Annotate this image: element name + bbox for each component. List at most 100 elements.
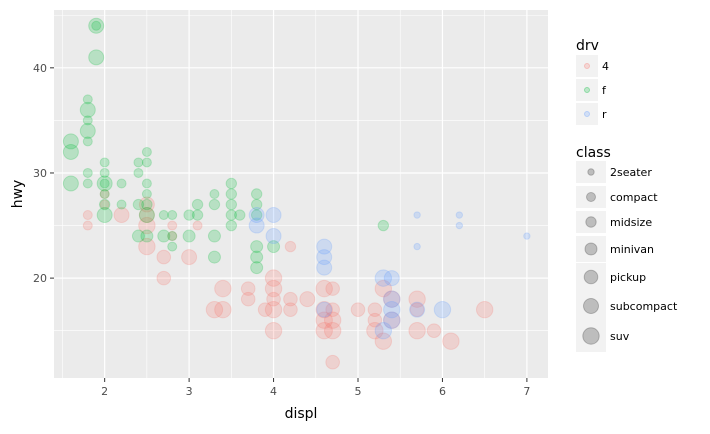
data-point xyxy=(131,229,145,243)
data-point xyxy=(96,175,113,192)
legend-label-class: compact xyxy=(610,191,658,204)
data-point xyxy=(96,207,113,224)
data-point xyxy=(299,291,316,308)
data-point xyxy=(315,300,333,319)
legend-key-bg xyxy=(576,291,606,321)
data-point xyxy=(374,269,393,287)
data-point xyxy=(315,311,333,329)
data-point xyxy=(374,332,393,350)
data-point xyxy=(88,17,105,34)
data-point xyxy=(383,290,401,308)
data-point xyxy=(323,311,342,329)
legend-label-drv: 4 xyxy=(602,60,609,73)
legend-key-bg xyxy=(576,211,606,233)
data-point xyxy=(183,209,195,221)
data-point xyxy=(264,300,283,319)
data-point xyxy=(250,209,263,221)
data-point xyxy=(141,198,153,211)
data-point xyxy=(316,238,333,255)
data-point xyxy=(167,241,178,252)
y-tick-label: 20 xyxy=(33,272,47,285)
data-point xyxy=(167,220,178,231)
data-point xyxy=(367,312,383,328)
legend-label-class: 2seater xyxy=(610,166,652,179)
legend-label-class: suv xyxy=(610,330,630,343)
data-point xyxy=(207,250,221,264)
data-point xyxy=(383,311,401,329)
data-point xyxy=(99,157,110,168)
data-point xyxy=(316,249,333,266)
data-point xyxy=(265,228,282,245)
legend-label-drv: r xyxy=(602,108,607,121)
data-point xyxy=(209,189,220,199)
data-point xyxy=(138,207,155,224)
data-point xyxy=(377,219,390,232)
data-point xyxy=(248,217,265,234)
data-point xyxy=(433,300,452,319)
legend-key-bg xyxy=(576,236,606,262)
data-point xyxy=(383,311,401,329)
data-point xyxy=(167,231,178,242)
legend-key-bg xyxy=(576,263,606,291)
data-point xyxy=(374,279,393,298)
legend-label-class: minivan xyxy=(610,243,654,256)
data-point xyxy=(250,261,264,275)
legend-title-drv: drv xyxy=(576,38,599,54)
x-tick-label: 2 xyxy=(101,385,108,398)
data-point xyxy=(98,198,111,211)
data-point xyxy=(62,175,79,192)
data-point xyxy=(82,115,93,126)
legend-key-bg xyxy=(576,103,598,125)
data-point xyxy=(325,354,340,370)
data-point xyxy=(283,291,298,307)
legend-key-drv-f xyxy=(584,87,590,93)
x-tick-label: 3 xyxy=(186,385,193,398)
data-point xyxy=(367,302,383,317)
data-point xyxy=(284,240,297,253)
data-point xyxy=(257,302,273,317)
data-point xyxy=(413,242,421,251)
data-point xyxy=(138,196,155,213)
legend-key-class-2seater xyxy=(587,168,595,176)
data-point xyxy=(266,291,281,307)
data-point xyxy=(82,136,93,147)
data-point xyxy=(316,301,333,318)
data-point xyxy=(138,216,156,235)
data-point xyxy=(141,189,152,199)
legend-key-class-compact xyxy=(586,192,596,202)
legend-key-class-subcompact xyxy=(583,298,599,314)
data-point xyxy=(156,249,172,265)
data-point xyxy=(182,229,196,243)
data-point xyxy=(88,49,105,66)
y-tick-label: 30 xyxy=(33,167,47,180)
legend-key-class-midsize xyxy=(585,216,597,228)
data-point xyxy=(113,207,130,224)
series-f xyxy=(62,17,390,275)
data-point xyxy=(413,211,421,219)
data-point xyxy=(408,290,426,308)
data-point xyxy=(383,300,401,319)
data-point xyxy=(265,207,282,224)
legend-key-class-pickup xyxy=(583,269,599,285)
x-tick-label: 7 xyxy=(523,385,530,398)
data-point xyxy=(82,210,93,221)
series-r xyxy=(248,207,531,340)
data-point xyxy=(383,270,400,287)
data-point xyxy=(99,199,110,210)
data-point xyxy=(225,188,238,200)
data-point xyxy=(99,178,110,189)
data-point xyxy=(133,167,144,178)
legend-key-bg xyxy=(576,161,606,183)
data-point xyxy=(167,231,178,242)
data-point xyxy=(225,198,238,211)
data-point xyxy=(225,177,238,190)
data-point xyxy=(264,279,283,298)
data-point xyxy=(192,220,203,231)
legend-key-bg xyxy=(576,55,598,77)
x-tick-label: 5 xyxy=(355,385,362,398)
data-point xyxy=(409,301,426,318)
data-point xyxy=(141,157,152,168)
data-point xyxy=(140,229,154,243)
data-point xyxy=(99,189,110,199)
data-point xyxy=(191,198,204,211)
